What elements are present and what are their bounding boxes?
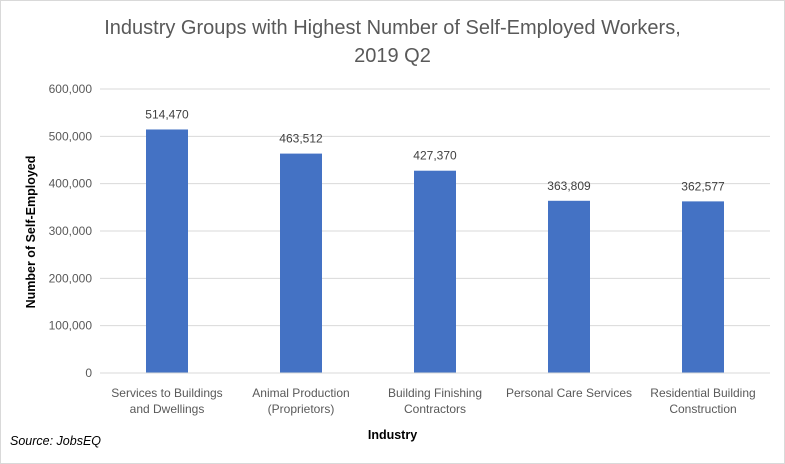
y-tick-label: 100,000 [49, 319, 93, 333]
x-axis-label: Industry [367, 428, 418, 442]
data-label: 463,512 [279, 132, 323, 146]
source-note: Source: JobsEQ [10, 434, 102, 448]
y-tick-label: 200,000 [49, 271, 93, 285]
bar [682, 201, 724, 373]
y-tick-label: 600,000 [49, 82, 93, 96]
data-label: 363,809 [547, 179, 591, 193]
x-tick-label: Services to Buildings and Dwellings [111, 386, 222, 416]
y-tick-label: 0 [85, 366, 92, 380]
data-label: 427,370 [413, 149, 457, 163]
x-tick-label: Building Finishing Contractors [388, 386, 482, 416]
chart-title-line-2: 2019 Q2 [354, 45, 431, 67]
y-axis-label: Number of Self-Employed [24, 155, 38, 309]
y-tick-label: 300,000 [49, 224, 93, 238]
x-tick-label: Residential Building Construction [650, 386, 755, 416]
chart-title: Industry Groups with Highest Number of S… [0, 14, 785, 70]
bar [280, 153, 322, 373]
x-tick-label: Personal Care Services [506, 386, 632, 400]
chart-title-line-1: Industry Groups with Highest Number of S… [104, 17, 681, 39]
x-tick-label: Animal Production (Proprietors) [252, 386, 349, 416]
y-tick-label: 500,000 [49, 129, 93, 143]
bar [548, 200, 590, 373]
data-label: 514,470 [145, 107, 189, 121]
bar [414, 170, 456, 373]
data-label: 362,577 [681, 179, 725, 193]
y-tick-label: 400,000 [49, 177, 93, 191]
bar [146, 129, 188, 373]
